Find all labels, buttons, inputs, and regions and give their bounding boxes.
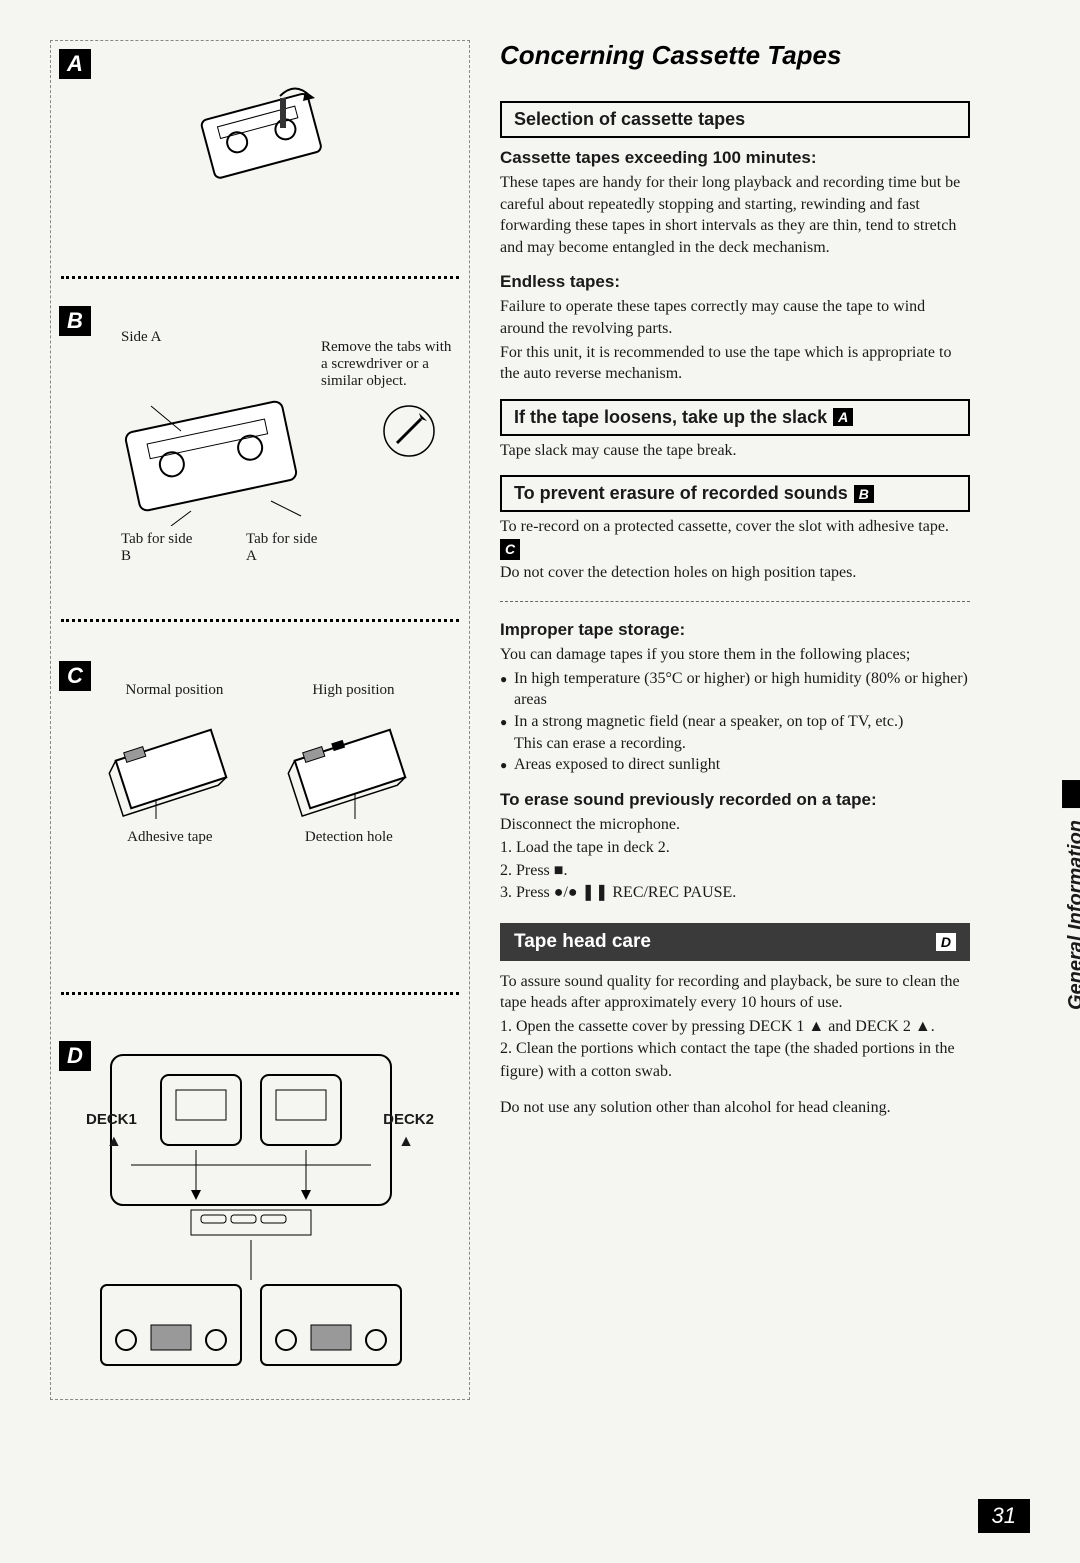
body-text: For this unit, it is recommended to use … <box>500 342 970 385</box>
cassette-slack-icon <box>185 76 335 186</box>
body-text: Disconnect the microphone. <box>500 814 970 836</box>
list-item: 1. Open the cassette cover by pressing D… <box>500 1016 970 1038</box>
body-text: You can damage tapes if you store them i… <box>500 644 970 666</box>
section-letter-d: D <box>59 1041 91 1071</box>
heading-text: To prevent erasure of recorded sounds <box>514 483 848 504</box>
heading-text: Tape head care <box>514 931 651 953</box>
slack-heading: If the tape loosens, take up the slack A <box>500 399 970 436</box>
headcare-heading: Tape head care D <box>500 923 970 961</box>
normal-pos-label: Normal position <box>125 682 223 699</box>
high-pos-label: High position <box>312 682 394 699</box>
text-fragment: In a strong magnetic field (near a speak… <box>514 713 903 730</box>
section-letter-b: B <box>59 306 91 336</box>
heading-text: Selection of cassette tapes <box>514 109 745 130</box>
detection-hole-icon <box>285 714 415 824</box>
divider <box>61 276 459 279</box>
side-a-label: Side A <box>121 329 321 346</box>
text-fragment: To re-record on a protected cassette, co… <box>500 518 949 535</box>
body-text: Do not cover the detection holes on high… <box>500 562 970 584</box>
exceeding-heading: Cassette tapes exceeding 100 minutes: <box>500 148 970 168</box>
section-letter-c: C <box>59 661 91 691</box>
dashed-divider <box>500 601 970 602</box>
body-text: Tape slack may cause the tape break. <box>500 440 970 462</box>
body-text: To re-record on a protected cassette, co… <box>500 516 970 559</box>
side-tab-block-icon <box>1062 780 1080 808</box>
diagram-column: A B C D <box>50 40 470 1405</box>
eject-icon: ▲ <box>398 1133 414 1151</box>
heading-text: If the tape loosens, take up the slack <box>514 407 827 428</box>
headcare-steps: 1. Open the cassette cover by pressing D… <box>500 1016 970 1083</box>
ref-badge-b: B <box>854 485 874 503</box>
diagram-c: Normal position High position <box>61 642 459 972</box>
page-container: A B C D <box>50 40 1030 1405</box>
deck-diagram-icon <box>61 1045 441 1385</box>
screwdriver-icon <box>379 401 439 461</box>
ref-badge-a: A <box>833 408 853 426</box>
storage-heading: Improper tape storage: <box>500 620 970 640</box>
list-item: Areas exposed to direct sunlight <box>500 754 970 776</box>
side-tab-label: General Information <box>1065 820 1080 1010</box>
divider <box>61 619 459 622</box>
erase-steps: 1. Load the tape in deck 2. 2. Press ■. … <box>500 837 970 904</box>
page-number: 31 <box>978 1499 1030 1533</box>
detection-label: Detection hole <box>305 829 393 846</box>
body-text: These tapes are handy for their long pla… <box>500 172 970 258</box>
list-item: In a strong magnetic field (near a speak… <box>500 711 970 754</box>
diagram-d: DECK1 DECK2 ▲ ▲ <box>61 1015 459 1405</box>
diagram-a <box>61 56 459 256</box>
divider <box>61 992 459 995</box>
list-item: 1. Load the tape in deck 2. <box>500 837 970 859</box>
adhesive-tape-icon <box>106 714 236 824</box>
deck2-label: DECK2 <box>383 1111 434 1128</box>
deck1-label: DECK1 <box>86 1111 137 1128</box>
body-text: Failure to operate these tapes correctly… <box>500 296 970 339</box>
storage-list: In high temperature (35°C or higher) or … <box>500 668 970 776</box>
ref-badge-d: D <box>936 933 956 951</box>
tab-a-label: Tab for side A <box>246 531 321 565</box>
tab-b-label: Tab for side B <box>121 531 196 565</box>
diagram-box: A B C D <box>50 40 470 1400</box>
erase-heading: To erase sound previously recorded on a … <box>500 790 970 810</box>
body-text: To assure sound quality for recording an… <box>500 971 970 1014</box>
list-item: 2. Press ■. <box>500 860 970 882</box>
selection-heading: Selection of cassette tapes <box>500 101 970 138</box>
text-column: Concerning Cassette Tapes Selection of c… <box>500 40 1030 1405</box>
erasure-heading: To prevent erasure of recorded sounds B <box>500 475 970 512</box>
list-item: 3. Press ●/● ❚❚ REC/REC PAUSE. <box>500 882 970 904</box>
section-letter-a: A <box>59 49 91 79</box>
diagram-b: Side A <box>61 299 459 599</box>
endless-heading: Endless tapes: <box>500 272 970 292</box>
eject-icon: ▲ <box>106 1133 122 1151</box>
page-title: Concerning Cassette Tapes <box>500 40 970 71</box>
adhesive-label: Adhesive tape <box>127 829 212 846</box>
text-fragment: This can erase a recording. <box>514 735 686 752</box>
list-item: 2. Clean the portions which contact the … <box>500 1038 970 1083</box>
side-tab: General Information <box>1062 780 1080 1010</box>
body-text: Do not use any solution other than alcoh… <box>500 1097 970 1119</box>
list-item: In high temperature (35°C or higher) or … <box>500 668 970 711</box>
ref-badge-c: C <box>500 539 520 560</box>
cassette-tabs-icon <box>101 386 321 526</box>
